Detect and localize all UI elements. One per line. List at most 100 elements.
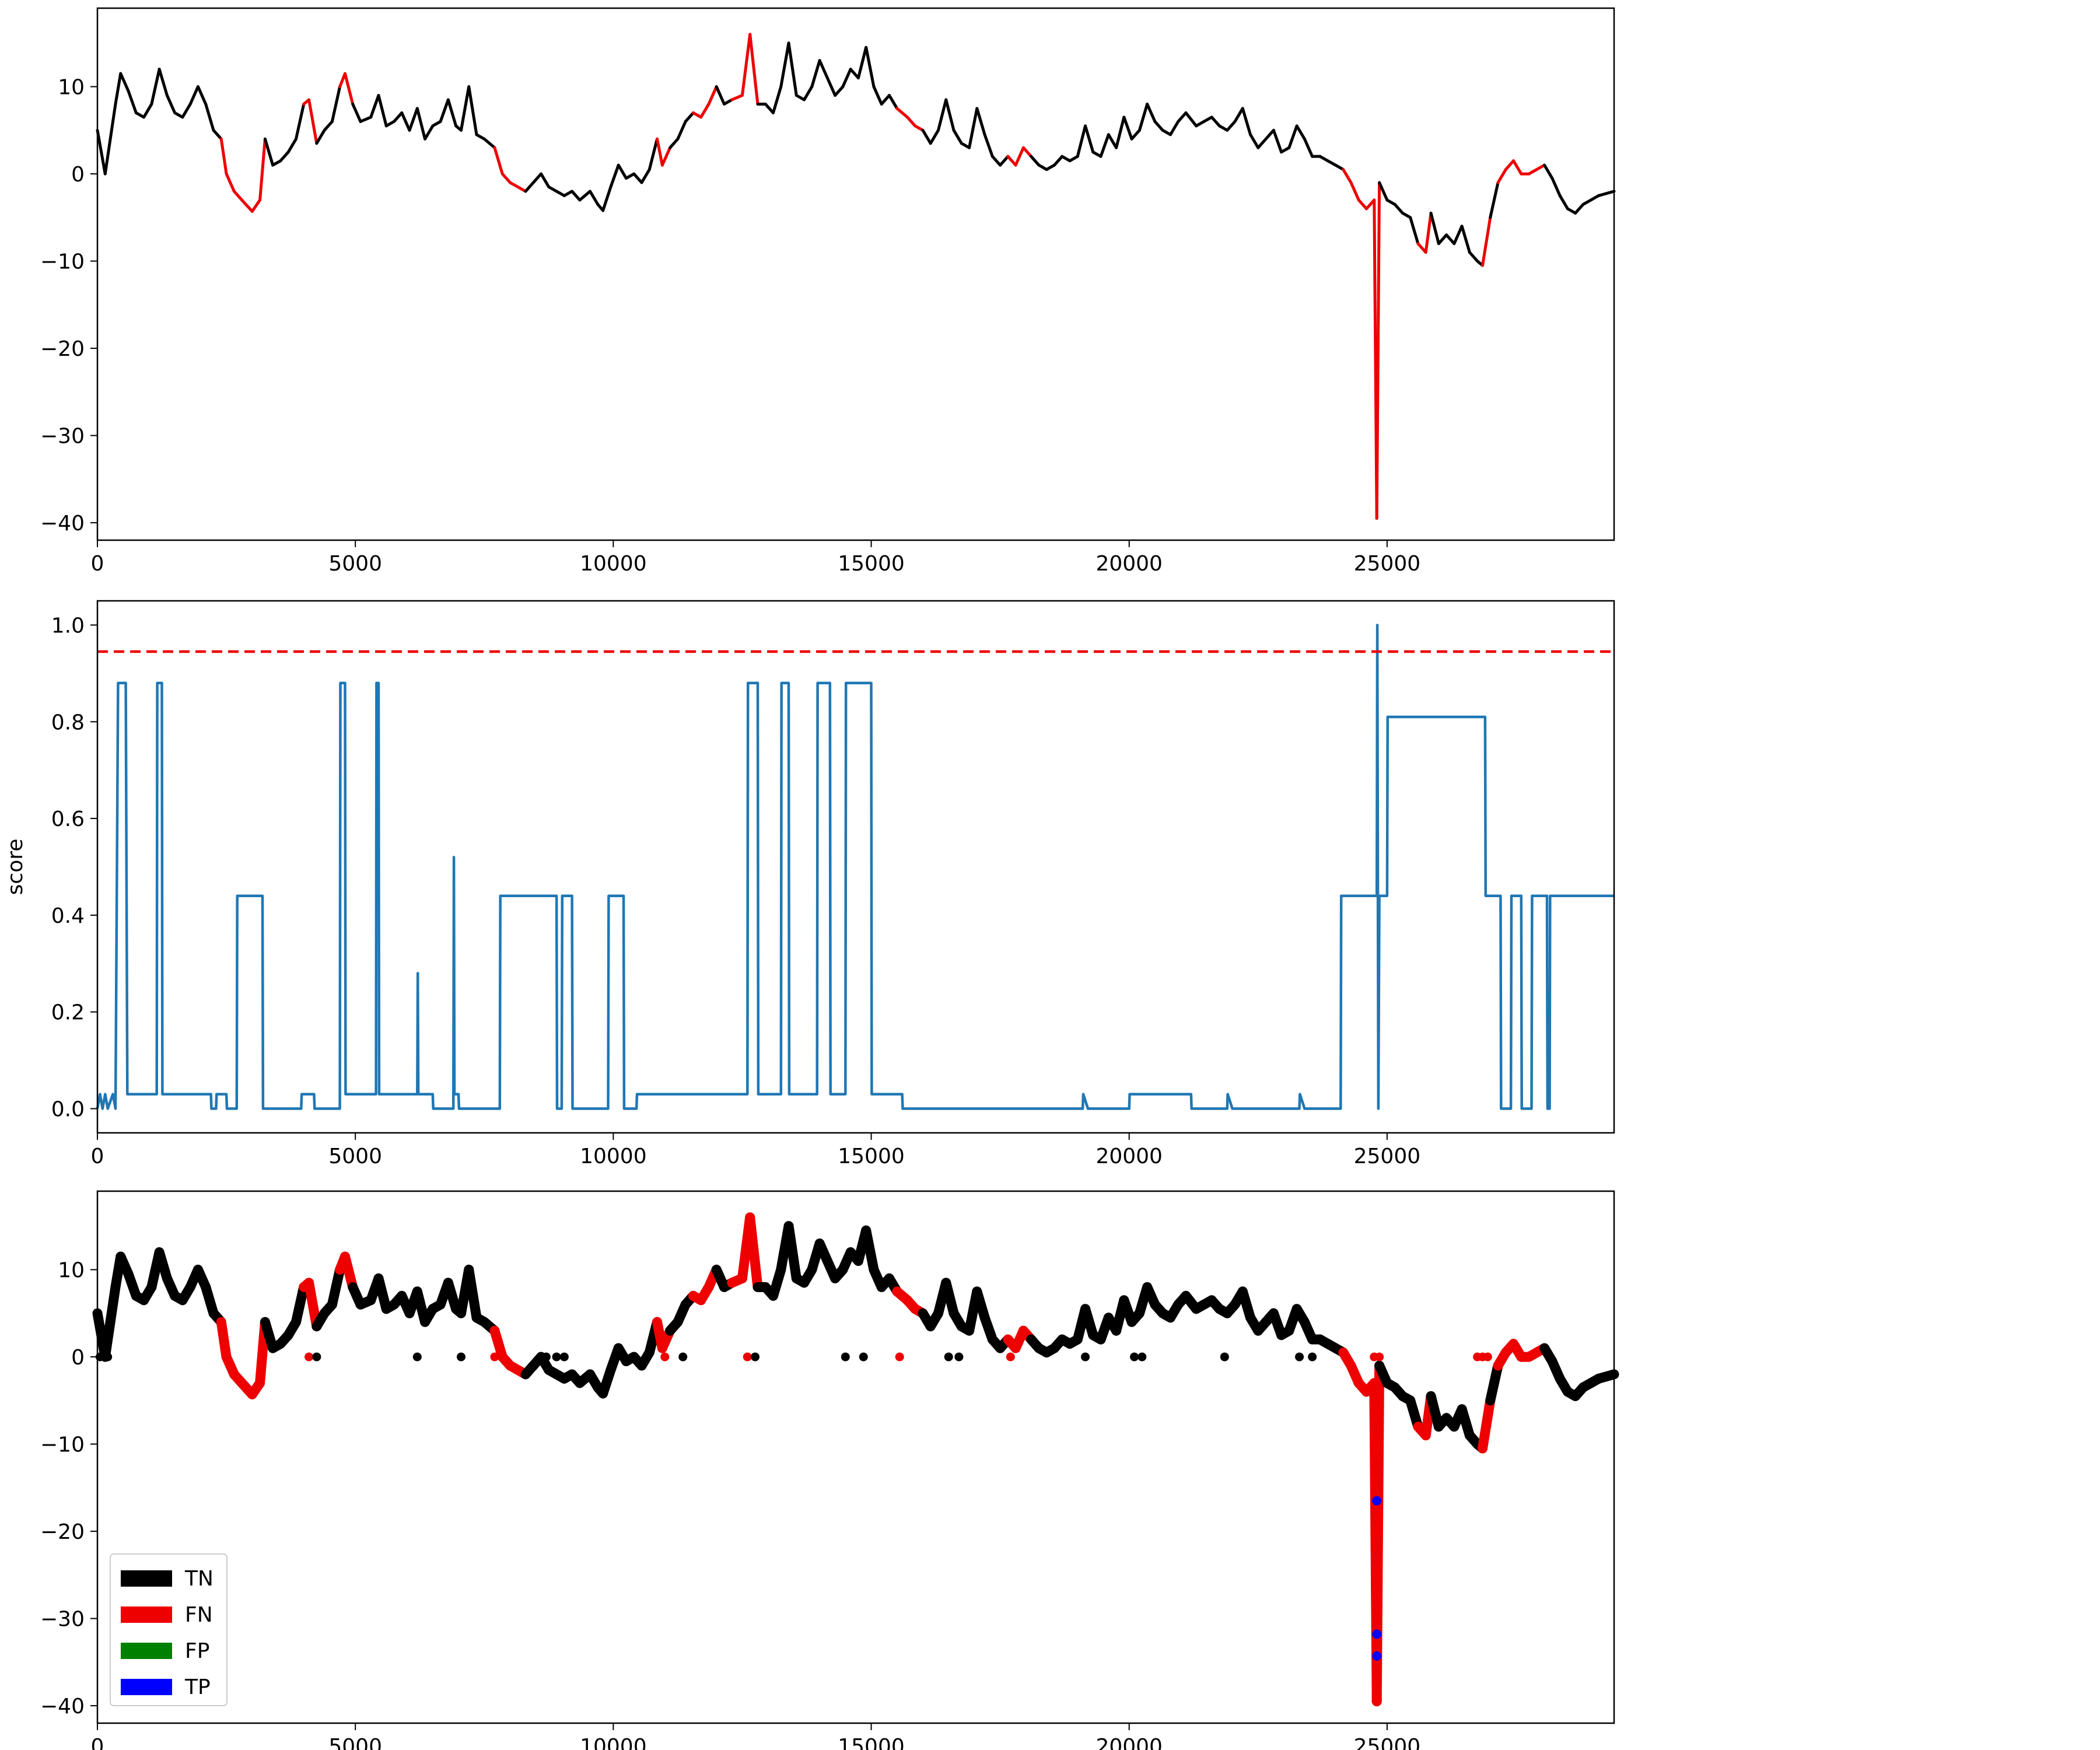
signal-segment: [1030, 155, 1041, 167]
class-point-zero: [660, 1352, 670, 1362]
class-point-zero: [552, 1352, 561, 1362]
signal-segment: [1060, 155, 1072, 163]
signal-segment: [114, 72, 123, 106]
signal-segment: [1334, 163, 1345, 172]
signal-segment: [1006, 155, 1017, 167]
class-point-trace: [216, 1317, 232, 1362]
x-tick-label: 15000: [838, 552, 905, 576]
signal-segment: [315, 128, 326, 145]
signal-segment: [578, 190, 592, 202]
signal-segment: [810, 59, 821, 89]
signal-segment: [1045, 163, 1056, 172]
class-point-zero: [312, 1352, 321, 1362]
signal-segment: [96, 128, 107, 176]
signal-segment: [424, 124, 435, 141]
signal-segment: [1303, 137, 1314, 158]
signal-segment: [1249, 133, 1260, 149]
y-tick-label: 0.6: [51, 807, 85, 831]
y-tick-label: −20: [40, 337, 85, 361]
signal-segment: [794, 94, 806, 102]
y-tick-label: 0.2: [51, 1001, 85, 1025]
legend-swatch-tn: [121, 1570, 172, 1587]
signal-segment: [467, 85, 478, 136]
signal-segment: [258, 137, 267, 202]
signal-segment: [929, 128, 940, 145]
signal-segment: [1272, 128, 1283, 154]
signal-segment: [1256, 137, 1268, 149]
signal-segment: [1122, 116, 1133, 141]
signal-segment: [547, 185, 558, 193]
class-point-zero: [1483, 1352, 1492, 1362]
x-tick-label: 10000: [580, 552, 647, 576]
signal-segment: [880, 94, 891, 106]
signal-segment: [173, 111, 184, 119]
class-point-zero: [304, 1352, 314, 1362]
x-tick-label: 0: [91, 1735, 104, 1750]
signal-segment: [1076, 124, 1087, 158]
signal-segment: [1138, 102, 1149, 132]
signal-segment: [1401, 211, 1412, 219]
signal-segment: [1146, 102, 1157, 123]
class-point-zero: [1130, 1352, 1139, 1362]
y-tick-label: −10: [40, 1433, 85, 1457]
signal-segment: [108, 102, 117, 141]
signal-segment: [212, 128, 223, 141]
signal-segment: [589, 190, 600, 206]
signal-segment: [1527, 168, 1538, 176]
signal-segment: [400, 111, 411, 132]
signal-segment: [279, 150, 290, 163]
signal-segment: [1168, 120, 1180, 136]
signal-segment: [1489, 181, 1500, 219]
y-tick-label: −40: [40, 512, 85, 536]
legend-swatch-fn: [121, 1606, 172, 1623]
class-point-trace: [373, 1273, 391, 1314]
class-point-zero: [1006, 1352, 1015, 1362]
signal-segment: [323, 120, 334, 132]
signal-segment: [1437, 233, 1448, 246]
class-point-zero: [678, 1352, 688, 1362]
x-tick-label: 5000: [328, 552, 382, 576]
signal-segment: [119, 72, 130, 93]
signal-segment: [1378, 181, 1389, 202]
signal-segment: [158, 68, 169, 97]
signal-segment: [668, 137, 680, 149]
signal-segment: [1184, 111, 1198, 128]
x-tick-label: 15000: [838, 1144, 905, 1168]
signal-segment: [1107, 133, 1118, 149]
signal-segment: [219, 137, 228, 176]
signal-segment: [271, 159, 282, 167]
signal-segment: [408, 107, 419, 132]
signal-segment: [834, 85, 845, 97]
class-point-trace: [464, 1265, 482, 1323]
signal-segment: [196, 85, 208, 106]
signal-segment: [1566, 207, 1577, 215]
score-line: [96, 624, 1614, 1110]
legend-label-fp: FP: [185, 1639, 209, 1663]
class-point-zero: [456, 1352, 466, 1362]
signal-segment: [508, 181, 520, 188]
class-point-trace: [783, 1221, 802, 1284]
legend-box: [110, 1553, 228, 1706]
signal-segment: [921, 128, 932, 145]
x-tick-label: 10000: [580, 1144, 647, 1168]
signal-segment: [748, 33, 760, 106]
signal-segment: [459, 85, 471, 132]
class-point-outlier: [1372, 1651, 1382, 1661]
signal-segment: [1153, 120, 1164, 132]
signal-segment: [439, 98, 450, 123]
signal-segment: [715, 85, 726, 106]
y-tick-label: 0.4: [51, 904, 85, 928]
signal-segment: [1226, 120, 1237, 132]
signal-segment: [1280, 146, 1291, 154]
signal-segment: [1558, 194, 1569, 211]
x-tick-label: 20000: [1096, 552, 1163, 576]
x-tick-label: 0: [91, 552, 104, 576]
x-tick-label: 15000: [838, 1735, 905, 1750]
signal-segment: [991, 155, 1002, 167]
y-tick-label: 0.0: [51, 1098, 85, 1122]
signal-segment: [493, 146, 504, 176]
signal-segment: [684, 111, 695, 123]
x-tick-label: 25000: [1354, 1735, 1421, 1750]
signal-segment: [999, 155, 1010, 167]
class-point-zero: [954, 1352, 964, 1362]
